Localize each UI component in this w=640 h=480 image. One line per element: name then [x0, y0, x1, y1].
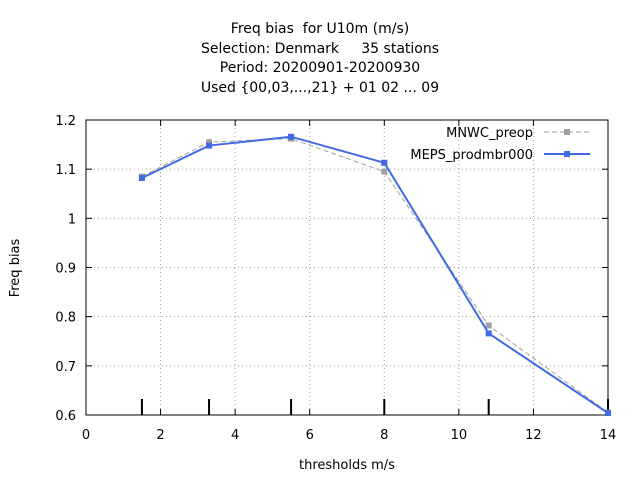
x-tick-label: 4	[231, 428, 239, 443]
y-tick-label: 1.2	[55, 114, 76, 129]
data-point-mnwc-preop	[206, 139, 213, 146]
y-tick-label: 1	[68, 212, 76, 227]
y-axis-label: Freq bias	[8, 238, 23, 297]
data-point-meps-prodmbr000	[206, 142, 213, 149]
series-layer	[138, 133, 611, 417]
title-line-4: Used {00,03,...,21} + 01 02 ... 09	[200, 79, 440, 96]
legend-marker-meps-prodmbr000	[564, 151, 570, 157]
title-line-2: Selection: Denmark 35 stations	[200, 40, 440, 57]
series-line-meps-prodmbr000	[141, 135, 609, 414]
x-tick-label: 2	[156, 428, 164, 443]
data-point-mnwc-preop	[381, 168, 388, 175]
legend-label-meps-prodmbr000: MEPS_prodmbr000	[410, 148, 533, 163]
legend-marker-mnwc-preop	[564, 129, 570, 135]
y-tick-label: 1.1	[55, 163, 76, 178]
title-line-1: Freq bias for U10m (m/s)	[230, 21, 410, 37]
data-point-meps-prodmbr000	[138, 175, 145, 182]
y-tick-label: 0.6	[55, 409, 76, 424]
y-tick-label: 0.7	[55, 360, 76, 375]
threshold-markers	[140, 399, 609, 415]
legend: MNWC_preop MEPS_prodmbr000	[410, 126, 590, 163]
data-point-meps-prodmbr000	[605, 410, 611, 417]
data-point-mnwc-preop	[485, 322, 492, 329]
axes: 0 2 4 6 8 10 12 14 0.6 0.7 0.8 0.9 1 1.1 1.2	[55, 114, 616, 443]
x-tick-label: 8	[380, 428, 388, 443]
x-tick-label: 6	[306, 428, 314, 443]
y-tick-label: 0.9	[55, 262, 76, 277]
data-point-meps-prodmbr000	[288, 133, 295, 140]
title-line-3: Period: 20200901-20200930	[219, 60, 421, 76]
grid	[86, 120, 608, 415]
chart-title: Freq bias for U10m (m/s) Selection: Denm…	[0, 20, 640, 98]
data-point-meps-prodmbr000	[381, 159, 388, 166]
x-tick-label: 10	[451, 428, 468, 443]
y-tick-label: 0.8	[55, 311, 76, 326]
x-axis-label: thresholds m/s	[299, 458, 395, 473]
series-line-mnwc-preop	[141, 138, 609, 413]
data-point-meps-prodmbr000	[485, 330, 492, 337]
x-tick-label: 12	[525, 428, 542, 443]
legend-label-mnwc-preop: MNWC_preop	[446, 126, 533, 141]
x-tick-label: 0	[82, 428, 90, 443]
x-tick-label: 14	[600, 428, 617, 443]
